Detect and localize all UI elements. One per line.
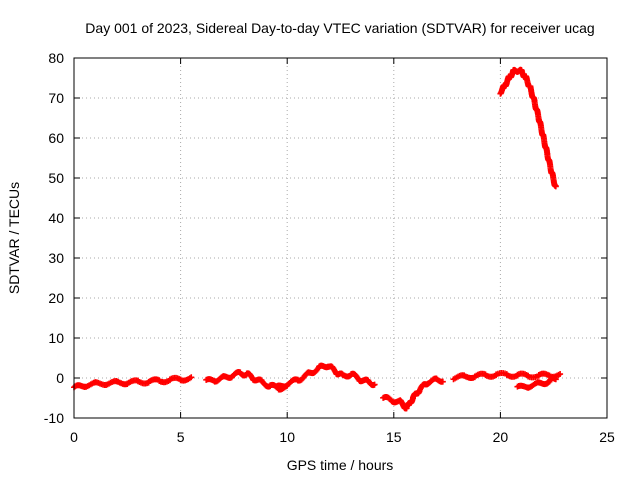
y-tick-label: 20 bbox=[48, 290, 64, 306]
y-tick-label: 0 bbox=[56, 370, 64, 386]
y-tick-label: 60 bbox=[48, 130, 64, 146]
y-tick-label: 80 bbox=[48, 50, 64, 66]
data-point bbox=[552, 376, 559, 383]
y-tick-label: 70 bbox=[48, 90, 64, 106]
x-tick-label: 20 bbox=[493, 429, 509, 445]
x-tick-label: 15 bbox=[386, 429, 402, 445]
data-series bbox=[450, 370, 564, 383]
data-series bbox=[380, 375, 446, 412]
y-axis-title: SDTVAR / TECUs bbox=[6, 182, 22, 294]
data-series bbox=[71, 374, 195, 391]
x-tick-label: 0 bbox=[70, 429, 78, 445]
x-tick-label: 5 bbox=[177, 429, 185, 445]
data-point bbox=[439, 378, 446, 385]
grid-lines bbox=[74, 58, 607, 418]
y-tick-label: 40 bbox=[48, 210, 64, 226]
chart-title: Day 001 of 2023, Sidereal Day-to-day VTE… bbox=[85, 20, 594, 36]
x-tick-label: 10 bbox=[279, 429, 295, 445]
data-series bbox=[514, 375, 559, 391]
x-tick-label: 25 bbox=[599, 429, 615, 445]
y-tick-label: 50 bbox=[48, 170, 64, 186]
y-tick-label: 10 bbox=[48, 330, 64, 346]
data-points bbox=[71, 66, 564, 412]
data-point bbox=[552, 183, 559, 190]
data-point bbox=[557, 371, 564, 378]
y-tick-label: 30 bbox=[48, 250, 64, 266]
data-series bbox=[497, 66, 559, 190]
y-tick-label: -10 bbox=[44, 410, 64, 426]
data-series bbox=[273, 362, 378, 390]
axis-ticks: 0 5 10 15 20 25 -10 0 10 20 30 40 50 60 70 80 bbox=[44, 50, 615, 445]
data-point bbox=[371, 381, 378, 388]
plot-frame bbox=[73, 57, 608, 419]
data-point bbox=[188, 374, 195, 381]
x-axis-title: GPS time / hours bbox=[287, 457, 394, 473]
